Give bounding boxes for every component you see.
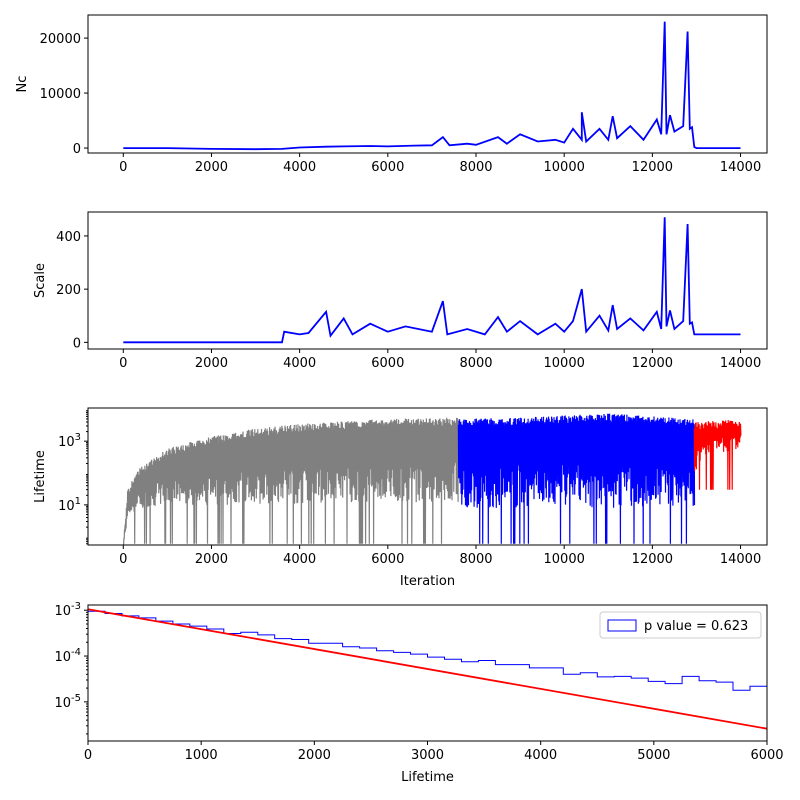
- x-tick-label: 8000: [459, 552, 492, 567]
- y-tick-label: 0: [73, 142, 81, 157]
- lifetime-trace-segment: [693, 419, 742, 490]
- x-tick-label: 3000: [411, 748, 444, 763]
- scale-ticks: 0 2000 4000 6000 8000 10000 12000 14000 0 200 400: [56, 230, 761, 371]
- x-tick-label: 0: [119, 356, 127, 371]
- x-tick-label: 14000: [720, 356, 761, 371]
- histogram-ticks: 0 1000 2000 3000 4000 5000 6000 10-5 10-4 10-3: [54, 601, 783, 763]
- scale-series-line: [123, 217, 741, 344]
- x-tick-label: 6000: [371, 356, 404, 371]
- y-tick-label: 10-5: [54, 693, 81, 711]
- x-tick-label: 10000: [544, 552, 585, 567]
- iteration-x-axis-label: Iteration: [400, 574, 455, 589]
- x-tick-label: 2000: [298, 748, 331, 763]
- nc-line-area: [123, 21, 741, 151]
- x-tick-label: 14000: [720, 552, 761, 567]
- x-tick-label: 6000: [750, 748, 783, 763]
- nc-series-line: [123, 21, 741, 151]
- legend-box: [599, 611, 762, 639]
- scale-axes-frame: [87, 211, 768, 350]
- legend-label: p value = 0.623: [644, 619, 748, 634]
- lifetime-ticks: 0 2000 4000 6000 8000 10000 12000 14000 101 103: [58, 410, 761, 567]
- x-tick-label: 4000: [283, 552, 316, 567]
- x-tick-label: 5000: [637, 748, 670, 763]
- x-tick-label: 6000: [371, 160, 404, 175]
- y-tick-label: 0: [73, 336, 81, 351]
- scale-line-area: [123, 217, 741, 344]
- lifetime-trace-area: [122, 413, 742, 545]
- x-tick-label: 4000: [524, 748, 557, 763]
- legend: p value = 0.623: [599, 611, 762, 639]
- lifetime-trace-segment: [457, 413, 696, 544]
- y-tick-label: 103: [58, 432, 81, 450]
- x-tick-label: 0: [119, 160, 127, 175]
- panel-lifetime: 0 2000 4000 6000 8000 10000 12000 14000 101 103 L…: [33, 407, 768, 589]
- y-tick-label: 200: [56, 283, 81, 298]
- x-tick-label: 8000: [459, 356, 492, 371]
- x-tick-label: 2000: [195, 160, 228, 175]
- histogram-steps: [88, 610, 767, 741]
- x-tick-label: 2000: [195, 356, 228, 371]
- histogram-area: [88, 608, 767, 741]
- lifetime-y-axis-label: Lifetime: [33, 450, 48, 503]
- x-tick-label: 14000: [720, 160, 761, 175]
- histogram-x-axis-label: Lifetime: [401, 770, 454, 785]
- x-tick-label: 2000: [195, 552, 228, 567]
- scale-y-axis-label: Scale: [33, 263, 48, 298]
- y-tick-label: 10-3: [54, 601, 81, 619]
- panel-scale: 0 2000 4000 6000 8000 10000 12000 140000200400 …: [33, 211, 768, 371]
- x-tick-label: 4000: [283, 160, 316, 175]
- x-tick-label: 0: [84, 748, 92, 763]
- lifetime-trace-segment: [122, 417, 459, 545]
- x-tick-label: 10000: [544, 160, 585, 175]
- panel-histogram: 0 1000 2000 3000 4000 5000 6000 10-5 10-4 10-3 Li…: [54, 601, 783, 785]
- x-tick-label: 10000: [544, 356, 585, 371]
- fit-line: [88, 608, 767, 730]
- x-tick-label: 8000: [459, 160, 492, 175]
- nc-y-axis-label: Nc: [15, 76, 30, 93]
- y-tick-label: 10000: [40, 87, 81, 102]
- x-tick-label: 0: [119, 552, 127, 567]
- x-tick-label: 12000: [632, 552, 673, 567]
- x-tick-label: 1000: [185, 748, 218, 763]
- x-tick-label: 12000: [632, 160, 673, 175]
- y-tick-label: 20000: [40, 32, 81, 47]
- x-tick-label: 6000: [371, 552, 404, 567]
- nc-axes-frame: [87, 14, 768, 154]
- panel-nc: 0 2000 4000 6000 8000 10000 12000 14000 0 10000 20…: [15, 14, 768, 175]
- nc-ticks: 0 2000 4000 6000 8000 10000 12000 14000 0 10000 20…: [40, 32, 762, 175]
- x-tick-label: 12000: [632, 356, 673, 371]
- y-tick-label: 101: [58, 496, 81, 514]
- y-tick-label: 10-4: [54, 647, 81, 665]
- y-tick-label: 400: [56, 230, 81, 245]
- x-tick-label: 4000: [283, 356, 316, 371]
- legend-swatch: [607, 619, 637, 632]
